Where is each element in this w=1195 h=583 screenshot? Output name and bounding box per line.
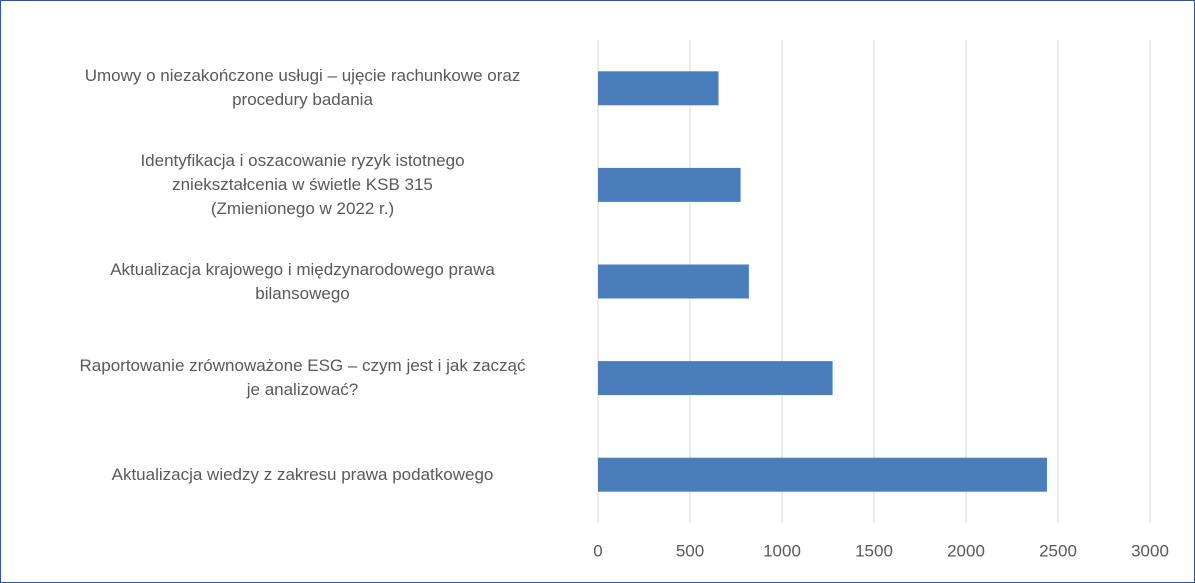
x-tick-label: 1500	[855, 541, 893, 560]
bar	[598, 264, 749, 299]
bar	[598, 167, 741, 202]
x-tick-label: 2000	[947, 541, 985, 560]
bar	[598, 457, 1047, 492]
x-tick-label: 1000	[763, 541, 801, 560]
y-tick-label: Aktualizacja wiedzy z zakresu prawa poda…	[111, 464, 494, 484]
x-tick-label: 3000	[1131, 541, 1169, 560]
x-tick-label: 0	[593, 541, 602, 560]
x-tick-label: 500	[676, 541, 704, 560]
bar	[598, 361, 833, 396]
y-tick-label: Identyfikacja i oszacowanie ryzyk istotn…	[140, 150, 465, 218]
y-tick-label: Raportowanie zrównoważone ESG – czym jes…	[79, 356, 526, 400]
y-tick-label: Umowy o niezakończone usługi – ujęcie ra…	[84, 66, 521, 110]
y-tick-label: Aktualizacja krajowego i międzynarodoweg…	[110, 259, 495, 303]
bar	[598, 71, 719, 106]
x-tick-label: 2500	[1039, 541, 1077, 560]
